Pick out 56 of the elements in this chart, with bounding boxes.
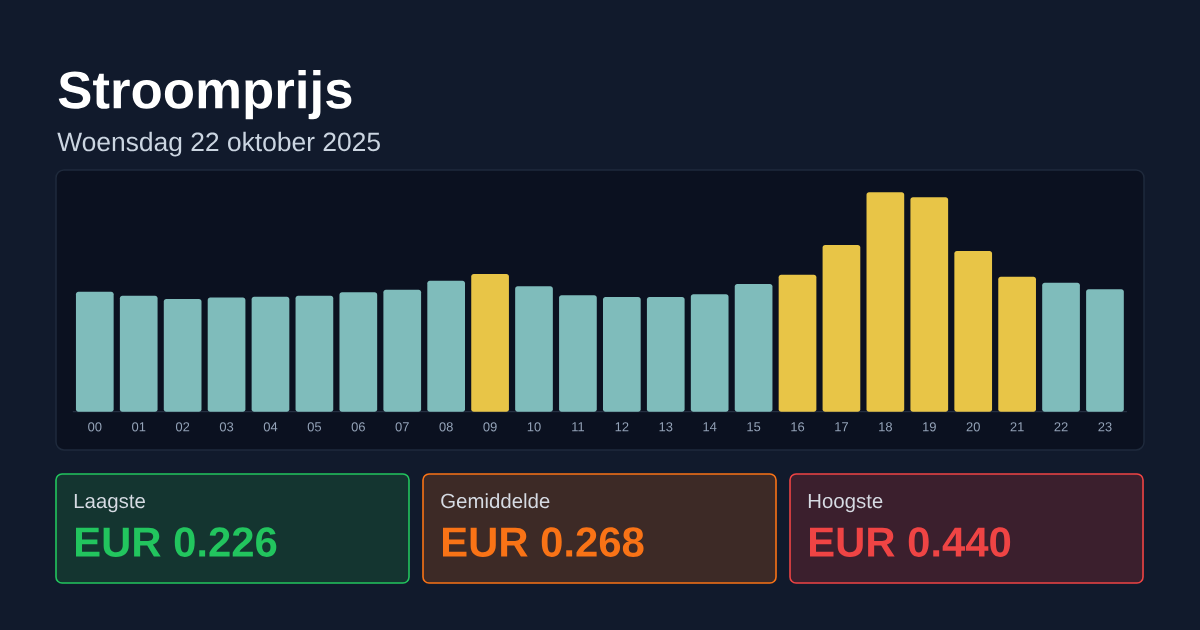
- x-tick-label: 11: [572, 422, 585, 432]
- bar: [559, 295, 597, 412]
- bar: [646, 296, 685, 412]
- bar: [163, 298, 202, 412]
- x-tick-label: 16: [791, 422, 805, 432]
- x-tick-label: 22: [1054, 422, 1068, 432]
- x-tick-label: 09: [483, 422, 497, 432]
- bar: [339, 292, 378, 412]
- bar: [910, 197, 949, 412]
- text: EUR 0.440: [810, 527, 1011, 557]
- bar: [119, 295, 158, 412]
- x-tick-label: 23: [1098, 422, 1112, 432]
- bar: [734, 284, 773, 412]
- bar: [207, 297, 246, 412]
- bar: [1042, 282, 1080, 412]
- bar: [866, 192, 905, 412]
- x-tick-label: 10: [527, 422, 541, 432]
- bar: [295, 295, 334, 412]
- x-tick-label: 12: [615, 422, 629, 432]
- x-tick-label: 18: [879, 422, 892, 432]
- x-tick-label: 14: [703, 422, 717, 432]
- bar: [75, 291, 114, 412]
- x-tick-label: 08: [439, 422, 453, 432]
- x-tick-label: 05: [307, 422, 322, 432]
- chart-subtitle: Woensdag 22 oktober 2025: [57, 131, 380, 157]
- x-tick-label: 15: [747, 422, 761, 432]
- bar: [690, 294, 729, 412]
- bar: [251, 296, 290, 412]
- text: Gemiddelde: [441, 493, 550, 509]
- text: EUR 0.268: [443, 527, 644, 557]
- x-tick-label: 00: [88, 422, 102, 432]
- x-tick-label: 04: [263, 422, 278, 432]
- x-tick-label: 01: [132, 422, 146, 432]
- x-tick-label: 13: [659, 422, 673, 432]
- chart-title: Stroomprijs: [58, 70, 352, 120]
- bar: [998, 276, 1036, 412]
- text: Laagste: [74, 493, 145, 513]
- bar: [515, 286, 553, 412]
- bar: [778, 274, 817, 412]
- bar: [427, 280, 466, 412]
- x-tick-label: 07: [395, 422, 409, 432]
- x-tick-label: 02: [175, 422, 190, 432]
- bar: [602, 296, 641, 412]
- text: EUR 0.226: [76, 527, 277, 557]
- bar: [954, 251, 993, 412]
- x-tick-label: 03: [219, 422, 234, 432]
- bar: [383, 289, 422, 412]
- x-tick-label: 19: [923, 422, 936, 432]
- x-tick-label: 17: [835, 422, 848, 432]
- text: Hoogste: [808, 493, 883, 513]
- x-tick-label: 06: [351, 422, 365, 432]
- bar: [822, 244, 861, 412]
- bar: [471, 273, 509, 412]
- x-tick-label: 21: [1010, 422, 1024, 432]
- bar: [1086, 289, 1124, 412]
- x-tick-label: 20: [966, 422, 980, 432]
